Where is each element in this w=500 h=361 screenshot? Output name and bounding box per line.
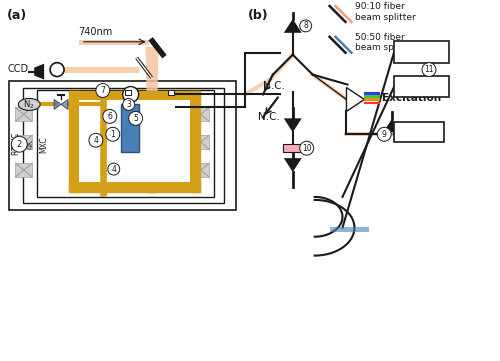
Polygon shape — [346, 87, 364, 112]
Polygon shape — [49, 67, 138, 73]
Text: 9: 9 — [382, 130, 386, 139]
Bar — [69, 91, 79, 192]
Text: (b): (b) — [248, 9, 268, 22]
Text: 1: 1 — [110, 130, 115, 139]
Circle shape — [128, 112, 142, 125]
Text: 4: 4 — [112, 165, 116, 174]
Circle shape — [300, 20, 312, 32]
Polygon shape — [284, 118, 302, 132]
Circle shape — [378, 127, 391, 141]
Bar — [69, 91, 200, 100]
Text: 10: 10 — [302, 144, 312, 153]
Bar — [364, 92, 380, 95]
Polygon shape — [146, 47, 158, 194]
Text: (a): (a) — [8, 9, 28, 22]
Circle shape — [12, 136, 27, 152]
Text: 50:50 fiber
beam splitter: 50:50 fiber beam splitter — [356, 33, 416, 52]
Circle shape — [89, 133, 103, 147]
Text: SPCM: SPCM — [406, 82, 436, 92]
Text: RT VC: RT VC — [12, 133, 22, 155]
Text: N.C.: N.C. — [258, 112, 280, 122]
Bar — [16, 135, 32, 149]
Polygon shape — [79, 40, 148, 45]
Text: 8: 8 — [304, 21, 308, 30]
Bar — [394, 41, 449, 63]
Polygon shape — [34, 64, 44, 79]
Text: 5: 5 — [133, 114, 138, 123]
Text: 3: 3 — [126, 100, 131, 109]
Bar — [364, 102, 380, 104]
Bar — [101, 95, 107, 194]
Circle shape — [108, 163, 120, 175]
Circle shape — [96, 83, 110, 97]
Bar — [192, 135, 209, 149]
Bar — [394, 75, 449, 97]
Text: 2: 2 — [16, 140, 22, 149]
Text: N$_2$: N$_2$ — [24, 98, 35, 111]
Polygon shape — [54, 100, 68, 109]
Text: 90:10 fiber
beam splitter: 90:10 fiber beam splitter — [356, 2, 416, 22]
Text: SPCM: SPCM — [406, 47, 436, 57]
Text: 7: 7 — [100, 86, 105, 95]
Bar — [192, 108, 209, 121]
Text: Spec.: Spec. — [404, 127, 434, 137]
Bar — [168, 90, 174, 95]
Circle shape — [50, 63, 64, 77]
Bar — [283, 144, 302, 152]
Text: 740nm: 740nm — [78, 27, 112, 37]
Bar — [394, 122, 444, 142]
Bar — [192, 163, 209, 177]
Bar — [190, 91, 200, 192]
Text: 4: 4 — [94, 136, 98, 145]
Text: 4K: 4K — [26, 139, 35, 149]
Bar — [330, 227, 370, 232]
Polygon shape — [284, 158, 302, 172]
Circle shape — [106, 127, 120, 141]
Circle shape — [122, 99, 134, 110]
Text: MXC: MXC — [39, 136, 48, 152]
Polygon shape — [384, 118, 401, 132]
Bar — [16, 108, 32, 121]
Circle shape — [422, 63, 436, 77]
Text: N.C.: N.C. — [263, 81, 285, 91]
Bar — [24, 87, 224, 203]
Circle shape — [103, 109, 117, 123]
Bar — [124, 90, 130, 95]
Bar — [69, 182, 200, 192]
Polygon shape — [284, 19, 302, 33]
Text: Excitation: Excitation — [382, 93, 442, 104]
Circle shape — [300, 141, 314, 155]
Bar — [364, 95, 380, 98]
Ellipse shape — [18, 99, 40, 110]
Text: 6: 6 — [108, 112, 112, 121]
Bar — [364, 99, 380, 101]
Bar — [10, 81, 236, 210]
Text: CCD: CCD — [8, 64, 28, 74]
Bar — [79, 100, 190, 182]
Circle shape — [122, 87, 138, 103]
Bar — [37, 90, 214, 197]
Bar — [120, 104, 138, 152]
Bar — [16, 163, 32, 177]
Text: 11: 11 — [424, 65, 434, 74]
